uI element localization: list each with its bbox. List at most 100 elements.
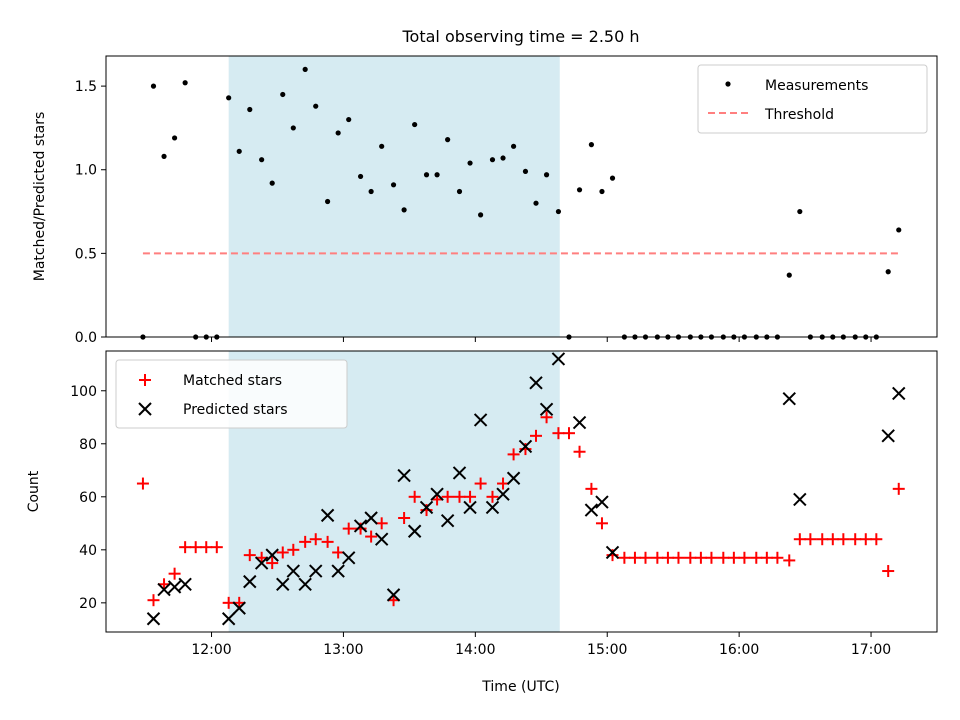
- matched-stars-point: [793, 533, 806, 546]
- predicted-stars-point: [496, 487, 510, 501]
- measurements-point: [533, 200, 539, 206]
- measurements-point: [588, 142, 595, 148]
- predicted-stars-point: [265, 548, 279, 562]
- predicted-stars-point: [539, 402, 554, 417]
- matched-stars-point: [474, 477, 487, 490]
- bottom-x-axis-label: Time (UTC): [481, 679, 559, 695]
- predicted-stars-point: [254, 556, 269, 570]
- measurements-point: [171, 135, 178, 141]
- matched-stars-point: [672, 551, 685, 564]
- predicted-stars-point: [506, 471, 521, 485]
- legend-matched-label: Matched stars: [183, 373, 282, 389]
- top-y-tick-label: 1.5: [75, 79, 97, 95]
- predicted-stars-point: [178, 577, 192, 591]
- matched-stars-point: [299, 535, 312, 548]
- bottom-plot-series: [136, 352, 906, 626]
- measurements-point: [445, 137, 451, 143]
- top-plot-series: [140, 66, 902, 340]
- predicted-stars-point: [221, 612, 236, 626]
- matched-stars-point: [276, 546, 289, 559]
- matched-stars-point: [738, 551, 751, 564]
- predicted-stars-point: [793, 492, 807, 507]
- measurements-point: [368, 188, 374, 195]
- matched-stars-point: [661, 551, 674, 564]
- measurements-point: [346, 116, 352, 123]
- matched-stars-point: [562, 427, 575, 440]
- top-legend-box: [697, 64, 928, 134]
- measurements-point: [555, 208, 562, 215]
- bot-y-tick-label: 20: [79, 596, 97, 612]
- matched-stars-point: [453, 490, 466, 503]
- measurements-point: [182, 80, 188, 86]
- predicted-stars-point: [298, 577, 312, 591]
- predicted-stars-point: [595, 495, 609, 509]
- count-panel: 12:00 13:00 14:00 15:00 16:00 17:00 20 40 60 80 1…: [26, 350, 938, 695]
- predicted-stars-point: [386, 588, 401, 602]
- matched-stars-point: [717, 551, 730, 564]
- matched-stars-point: [870, 533, 883, 546]
- measurements-point: [576, 187, 583, 193]
- measurements-point: [269, 180, 275, 186]
- matched-stars-point: [771, 551, 784, 564]
- bottom-legend-box: [115, 359, 348, 429]
- bot-x-tick-label: 15:00: [587, 642, 627, 658]
- matched-stars-point: [595, 517, 608, 530]
- matched-stars-point: [309, 533, 322, 546]
- measurements-point: [290, 125, 296, 131]
- predicted-stars-point: [374, 532, 389, 546]
- measurements-point: [896, 227, 902, 233]
- matched-stars-point: [287, 543, 300, 556]
- measurements-point: [522, 168, 529, 175]
- bot-y-tick-label: 60: [79, 490, 97, 506]
- measurements-point: [797, 208, 803, 215]
- matched-stars-point: [408, 490, 421, 503]
- bot-y-tick-label: 100: [70, 384, 97, 400]
- top-y-tick-label: 0.0: [75, 330, 97, 346]
- matched-stars-point: [189, 541, 202, 554]
- bottom-x-ticks: 12:00 13:00 14:00 15:00 16:00 17:00: [191, 632, 891, 658]
- legend-predicted-marker: [138, 402, 152, 416]
- predicted-stars-point: [440, 513, 455, 528]
- bot-y-tick-label: 40: [79, 543, 97, 559]
- matched-stars-point: [243, 549, 256, 562]
- measurements-point: [543, 172, 550, 178]
- predicted-stars-point: [407, 524, 422, 538]
- matched-stars-point: [859, 533, 872, 546]
- matched-stars-point: [727, 551, 740, 564]
- legend-matched-marker: [139, 374, 151, 386]
- matched-stars-point: [684, 551, 697, 564]
- predicted-stars-point: [353, 519, 368, 533]
- measurements-point: [325, 198, 331, 205]
- legend-measurements-marker: [725, 81, 731, 87]
- measurements-point: [379, 143, 385, 149]
- bottom-y-axis-label: Count: [26, 470, 42, 512]
- matched-stars-point: [266, 557, 279, 570]
- measurements-point: [280, 91, 286, 98]
- matched-stars-point: [705, 551, 718, 564]
- predicted-stars-point: [572, 415, 587, 430]
- predicted-stars-point: [782, 392, 796, 406]
- predicted-stars-point: [232, 601, 246, 615]
- top-axes-frame: [105, 55, 938, 338]
- legend-measurements-label: Measurements: [765, 78, 868, 94]
- top-x-ticks: [211, 337, 872, 342]
- bottom-legend: Matched stars Predicted stars: [115, 359, 348, 429]
- predicted-stars-point: [309, 564, 323, 578]
- matched-stars-point: [200, 541, 213, 554]
- top-legend: Measurements Threshold: [697, 64, 928, 134]
- predicted-stars-point: [243, 574, 257, 589]
- predicted-stars-point: [473, 413, 488, 427]
- matched-stars-point: [618, 551, 631, 564]
- predicted-stars-point: [341, 551, 356, 565]
- matched-stars-point: [507, 448, 520, 461]
- bot-x-tick-label: 12:00: [191, 642, 231, 658]
- matched-stars-point: [694, 551, 707, 564]
- matched-stars-point: [552, 427, 565, 440]
- measurements-point: [609, 175, 616, 181]
- matched-stars-point: [168, 567, 181, 580]
- matched-stars-point: [651, 551, 664, 564]
- measurements-point: [423, 172, 430, 178]
- predicted-stars-point: [419, 500, 434, 515]
- measurements-point: [357, 173, 364, 180]
- top-y-tick-label: 1.0: [75, 163, 97, 179]
